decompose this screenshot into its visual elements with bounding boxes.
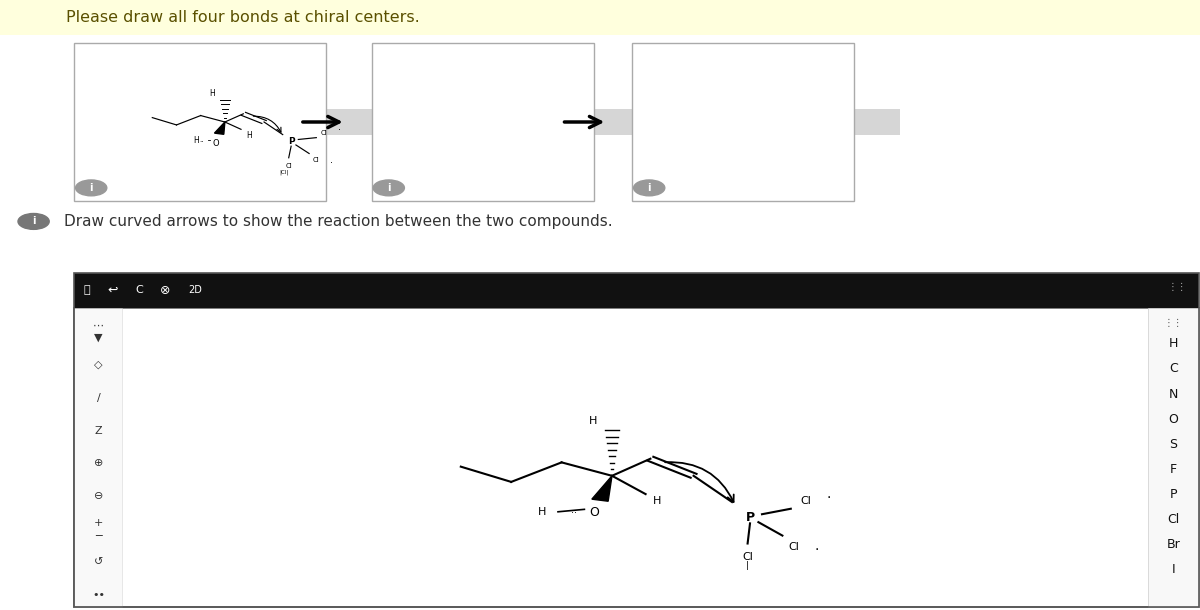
Text: ••: •• — [92, 590, 104, 600]
Text: ↩: ↩ — [108, 284, 118, 297]
Bar — [74, 273, 1199, 308]
Text: P: P — [288, 137, 294, 146]
Bar — [74, 43, 326, 201]
Text: Cl: Cl — [313, 157, 319, 163]
Text: Cl: Cl — [1168, 513, 1180, 526]
Text: /: / — [96, 393, 101, 403]
Text: O: O — [1169, 412, 1178, 426]
Circle shape — [18, 214, 49, 229]
Text: O: O — [589, 506, 599, 519]
Text: Cl: Cl — [322, 130, 328, 136]
Text: ⊗: ⊗ — [161, 284, 170, 297]
Text: O: O — [212, 139, 218, 148]
Text: ⋮⋮: ⋮⋮ — [1168, 282, 1187, 292]
Text: Cl: Cl — [742, 552, 754, 562]
Text: N: N — [1169, 387, 1178, 401]
Text: H: H — [193, 136, 199, 145]
Text: H: H — [538, 507, 546, 517]
Text: C: C — [1169, 362, 1178, 376]
Text: +
─: + ─ — [94, 518, 103, 540]
Text: i: i — [388, 183, 390, 193]
Text: P: P — [1170, 488, 1177, 501]
Text: S: S — [1170, 437, 1177, 451]
Text: P: P — [745, 511, 755, 524]
Polygon shape — [592, 476, 612, 501]
Text: C: C — [136, 285, 143, 295]
Text: |: | — [746, 561, 749, 570]
Text: Z: Z — [95, 426, 102, 436]
Bar — [74, 308, 122, 607]
Text: i: i — [32, 217, 35, 226]
Text: ·: · — [338, 125, 341, 135]
Text: ·: · — [815, 543, 820, 557]
Text: ⬜: ⬜ — [83, 285, 90, 295]
Text: Please draw all four bonds at chiral centers.: Please draw all four bonds at chiral cen… — [66, 10, 420, 25]
Text: Br: Br — [1166, 538, 1181, 551]
Text: F: F — [1170, 462, 1177, 476]
Text: Cl: Cl — [286, 163, 292, 168]
Bar — [372, 43, 594, 201]
Text: i: i — [648, 183, 650, 193]
Text: I: I — [1171, 563, 1176, 576]
Text: ↺: ↺ — [94, 557, 103, 567]
Text: ··: ·· — [571, 508, 577, 518]
Text: H: H — [589, 417, 598, 426]
Text: Draw curved arrows to show the reaction between the two compounds.: Draw curved arrows to show the reaction … — [64, 214, 612, 229]
Text: ·: · — [827, 491, 832, 505]
Text: ◇: ◇ — [94, 360, 103, 370]
Text: ⊖: ⊖ — [94, 492, 103, 501]
Text: ··: ·· — [199, 139, 204, 145]
Text: H: H — [653, 496, 661, 506]
Bar — [1148, 308, 1199, 607]
Text: ⋯
▼: ⋯ ▼ — [92, 321, 104, 343]
Circle shape — [373, 180, 404, 196]
Text: i: i — [90, 183, 92, 193]
Text: ⊕: ⊕ — [94, 459, 103, 468]
Bar — [632, 43, 854, 201]
Bar — [0, 0, 1200, 35]
Text: 2D: 2D — [188, 285, 203, 295]
Text: |Cl|: |Cl| — [280, 170, 288, 176]
Text: Cl: Cl — [788, 542, 799, 551]
Bar — [264, 109, 900, 135]
Circle shape — [634, 180, 665, 196]
Polygon shape — [215, 122, 224, 134]
Bar — [74, 273, 1199, 607]
Bar — [74, 308, 1199, 607]
Text: H: H — [1169, 337, 1178, 350]
Circle shape — [76, 180, 107, 196]
Text: H: H — [246, 131, 252, 140]
Text: ·: · — [330, 159, 332, 168]
Text: Cl: Cl — [800, 497, 811, 506]
Text: ⋮⋮: ⋮⋮ — [1164, 318, 1183, 328]
Text: H: H — [210, 89, 215, 98]
